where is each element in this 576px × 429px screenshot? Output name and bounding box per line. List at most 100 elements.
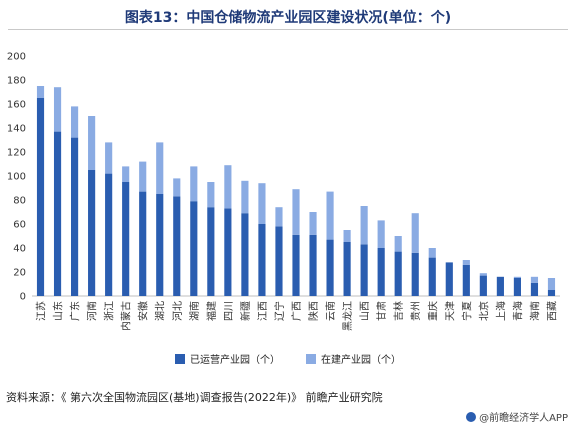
bar-building: [292, 189, 300, 235]
brand-logo-icon: [466, 411, 477, 422]
brand-credit: @前瞻经济学人APP: [466, 409, 568, 424]
bar-operating: [173, 196, 181, 296]
x-tick-label: 云南: [324, 301, 337, 321]
chart-title: 图表13：中国仓储物流产业园区建设状况(单位：个): [124, 10, 452, 26]
y-tick-label: 40: [13, 244, 26, 255]
bar-operating: [88, 170, 96, 296]
y-tick-label: 160: [7, 100, 26, 111]
x-tick-label: 北京: [477, 301, 490, 321]
bar-operating: [496, 276, 504, 296]
bar-building: [36, 86, 45, 98]
x-tick-label: 浙江: [104, 301, 116, 321]
y-tick-label: 120: [7, 148, 26, 159]
bar-operating: [547, 290, 556, 296]
x-tick-label: 广西: [291, 301, 303, 321]
y-tick-label: 140: [7, 124, 26, 135]
bar-building: [88, 116, 96, 170]
x-tick-label: 西藏: [546, 301, 558, 321]
y-tick-label: 80: [13, 196, 26, 207]
bar-building: [530, 276, 539, 283]
x-tick-label: 四川: [224, 301, 235, 321]
x-tick-label: 福建: [205, 301, 218, 321]
x-tick-label: 湖北: [155, 301, 167, 321]
bar-building: [462, 260, 470, 265]
x-tick-label: 山东: [52, 301, 65, 321]
bar-building: [326, 191, 334, 240]
legend: 已运营产业园（个） 在建产业园（个）: [0, 351, 576, 366]
x-tick-label: 黑龙江: [341, 301, 354, 331]
bar-operating: [190, 201, 198, 296]
bar-building: [513, 276, 521, 278]
y-tick-label: 60: [13, 220, 26, 231]
source-note: 资料来源：《 第六次全国物流园区(基地)调查报告(2022年)》 前瞻产业研究院: [6, 391, 383, 404]
legend-label-operating: 已运营产业园（个）: [190, 355, 280, 366]
x-tick-label: 辽宁: [273, 301, 286, 321]
bar-operating: [309, 234, 317, 296]
y-tick-label: 100: [7, 172, 26, 183]
bar-operating: [360, 244, 368, 296]
bar-operating: [122, 182, 130, 296]
bar-operating: [53, 131, 62, 296]
bar-building: [275, 207, 283, 227]
bar-building: [139, 161, 147, 192]
x-tick-label: 江西: [257, 301, 269, 321]
x-tick-label: 天津: [444, 301, 456, 321]
x-tick-label: 海南: [528, 301, 541, 321]
x-tick-label: 上海: [494, 301, 507, 321]
x-tick-label: 湖南: [188, 301, 201, 321]
x-tick-label: 广东: [69, 301, 82, 321]
bar-chart: 0 20 40 60 80 100 120 140 160 180 200 江苏 山东 广东 河南 浙江 内蒙古…: [7, 52, 560, 331]
bar-operating: [139, 191, 147, 296]
bar-operating: [462, 264, 470, 296]
x-tick-label: 新疆: [239, 301, 252, 321]
y-tick-label: 20: [13, 268, 26, 279]
legend-item-operating: 已运营产业园（个）: [175, 351, 280, 366]
bar-building: [377, 220, 385, 248]
x-tick-label: 江苏: [35, 301, 48, 321]
x-tick-label: 河南: [86, 301, 99, 321]
bar-building: [411, 213, 419, 253]
bar-building: [241, 180, 249, 214]
bar-operating: [326, 239, 334, 296]
bar-operating: [275, 226, 283, 296]
bar-operating: [530, 282, 539, 296]
y-tick-label: 0: [20, 292, 26, 303]
bar-building: [122, 166, 130, 182]
bar-operating: [377, 248, 385, 296]
x-tick-label: 甘肃: [375, 301, 388, 321]
brand-label: @前瞻经济学人APP: [479, 413, 568, 424]
x-tick-label: 安徽: [137, 301, 150, 321]
bar-operating: [428, 257, 436, 296]
bar-building: [224, 165, 232, 209]
bar-building: [428, 248, 436, 258]
bar-operating: [343, 242, 351, 296]
bar-building: [190, 166, 198, 202]
x-tick-label: 内蒙古: [120, 301, 133, 331]
bar-building: [173, 178, 181, 197]
bar-building: [309, 212, 317, 235]
x-tick-label: 贵州: [409, 301, 422, 321]
x-tick-label: 陕西: [307, 301, 320, 321]
x-tick-label: 宁夏: [460, 301, 473, 321]
bar-operating: [71, 137, 79, 296]
x-tick-label: 吉林: [392, 301, 405, 321]
bar-building: [53, 87, 62, 132]
bar-operating: [513, 278, 521, 296]
bar-operating: [156, 194, 164, 296]
bar-operating: [411, 252, 419, 296]
legend-item-building: 在建产业园（个）: [306, 351, 401, 366]
bar-operating: [105, 173, 113, 296]
bar-operating: [36, 98, 45, 296]
legend-swatch-operating: [175, 353, 185, 364]
bar-building: [343, 230, 351, 242]
legend-swatch-building: [306, 353, 316, 364]
bar-building: [547, 278, 556, 290]
bar-operating: [207, 207, 215, 296]
bar-building: [360, 206, 368, 245]
bar-operating: [394, 251, 402, 296]
legend-label-building: 在建产业园（个）: [321, 355, 401, 366]
bar-building: [207, 182, 215, 208]
bar-building: [394, 236, 402, 252]
bar-building: [105, 142, 113, 174]
